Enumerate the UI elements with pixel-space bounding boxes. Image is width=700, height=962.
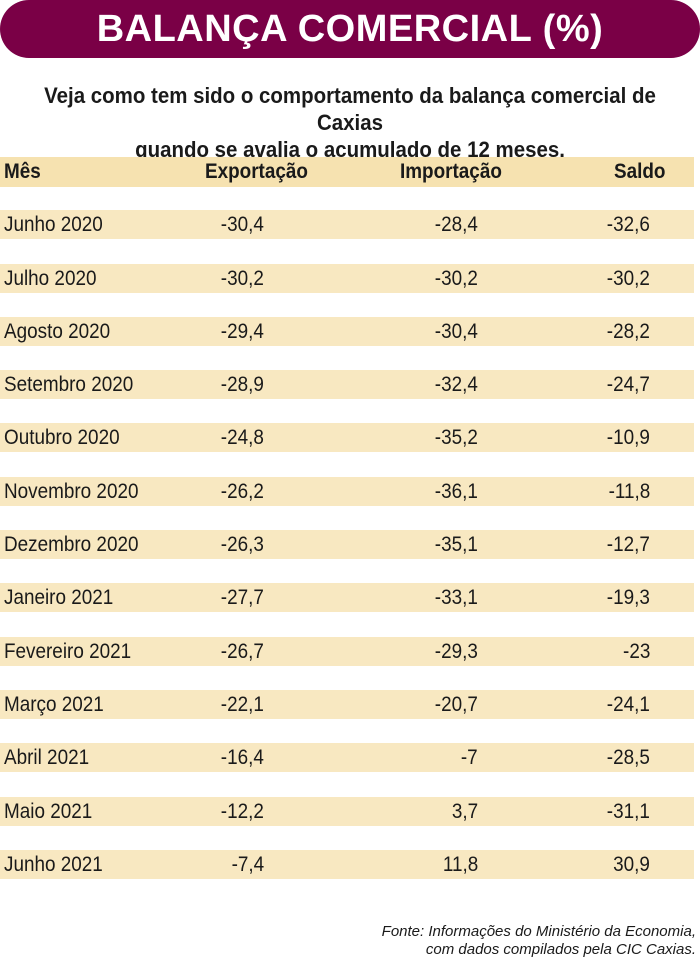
header-band — [0, 157, 694, 187]
cell-saldo: -30,2 — [606, 266, 650, 290]
row-band — [0, 476, 694, 506]
cell-importacao: -28,4 — [434, 213, 478, 237]
cell-mes: Agosto 2020 — [4, 319, 111, 343]
row-band — [0, 263, 694, 293]
table-row: Setembro 2020 -28,9 -32,4 -24,7 — [0, 370, 700, 423]
subtitle-line-1: Veja como tem sido o comportamento da ba… — [44, 83, 656, 135]
cell-saldo: -12,7 — [606, 533, 650, 557]
cell-mes: Dezembro 2020 — [4, 533, 139, 557]
cell-saldo: -19,3 — [606, 586, 650, 610]
cell-saldo: -28,5 — [606, 746, 650, 770]
cell-mes: Julho 2020 — [4, 266, 97, 290]
table-row: Março 2021 -22,1 -20,7 -24,1 — [0, 689, 700, 743]
table-row: Julho 2020 -30,2 -30,2 -30,2 — [0, 263, 700, 317]
cell-exportacao: -30,2 — [220, 266, 264, 290]
cell-importacao: 3,7 — [451, 799, 478, 823]
cell-importacao: -36,1 — [434, 479, 478, 503]
row-band — [0, 370, 694, 400]
cell-importacao: -35,1 — [434, 533, 478, 557]
cell-importacao: -35,2 — [434, 426, 478, 450]
row-band — [0, 743, 694, 773]
cell-saldo: -24,1 — [606, 692, 650, 716]
cell-exportacao: -12,2 — [220, 799, 264, 823]
header-exportacao: Exportação — [205, 160, 308, 183]
table-row: Dezembro 2020 -26,3 -35,1 -12,7 — [0, 530, 700, 583]
table-row: Abril 2021 -16,4 -7 -28,5 — [0, 743, 700, 796]
cell-mes: Junho 2021 — [4, 852, 103, 876]
cell-mes: Maio 2021 — [4, 799, 93, 823]
cell-saldo: -32,6 — [606, 213, 650, 237]
cell-exportacao: -26,7 — [220, 639, 264, 663]
table-row: Janeiro 2021 -27,7 -33,1 -19,3 — [0, 583, 700, 636]
cell-exportacao: -27,7 — [220, 586, 264, 610]
cell-mes: Junho 2020 — [4, 213, 103, 237]
cell-saldo: -10,9 — [606, 426, 650, 450]
table-row: Agosto 2020 -29,4 -30,4 -28,2 — [0, 316, 700, 370]
cell-exportacao: -30,4 — [220, 213, 264, 237]
cell-saldo: -24,7 — [606, 373, 650, 397]
cell-importacao: 11,8 — [442, 852, 478, 876]
table-header: Mês Exportação Importação Saldo — [0, 157, 700, 210]
trade-balance-table: Mês Exportação Importação Saldo Junho 20… — [0, 157, 700, 903]
source-note: Fonte: Informações do Ministério da Econ… — [382, 923, 696, 959]
header-mes: Mês — [4, 160, 41, 183]
row-band — [0, 849, 694, 879]
cell-saldo: 30,9 — [613, 852, 650, 876]
cell-importacao: -29,3 — [434, 639, 478, 663]
table-row: Maio 2021 -12,2 3,7 -31,1 — [0, 796, 700, 850]
cell-exportacao: -22,1 — [220, 692, 264, 716]
cell-importacao: -33,1 — [434, 586, 478, 610]
cell-importacao: -32,4 — [434, 373, 478, 397]
table-row: Junho 2020 -30,4 -28,4 -32,6 — [0, 210, 700, 263]
cell-mes: Outubro 2020 — [4, 426, 120, 450]
row-band — [0, 636, 694, 666]
cell-mes: Março 2021 — [4, 692, 104, 716]
page-title: BALANÇA COMERCIAL (%) — [96, 7, 604, 50]
subtitle: Veja como tem sido o comportamento da ba… — [25, 82, 676, 163]
row-band — [0, 423, 694, 453]
cell-exportacao: -26,2 — [220, 479, 264, 503]
cell-importacao: -30,2 — [434, 266, 478, 290]
row-band — [0, 796, 694, 826]
cell-importacao: -30,4 — [434, 319, 478, 343]
header-saldo: Saldo — [614, 160, 666, 183]
row-band — [0, 316, 694, 346]
row-band — [0, 530, 694, 560]
source-line-2: com dados compilados pela CIC Caxias. — [425, 941, 696, 958]
cell-importacao: -7 — [461, 746, 478, 770]
cell-exportacao: -28,9 — [220, 373, 264, 397]
row-band — [0, 689, 694, 719]
cell-mes: Novembro 2020 — [4, 479, 139, 503]
cell-mes: Setembro 2020 — [4, 373, 134, 397]
cell-mes: Janeiro 2021 — [4, 586, 114, 610]
row-band — [0, 583, 694, 613]
cell-saldo: -28,2 — [606, 319, 650, 343]
cell-exportacao: -24,8 — [220, 426, 264, 450]
cell-mes: Fevereiro 2021 — [4, 639, 132, 663]
source-line-1: Fonte: Informações do Ministério da Econ… — [381, 923, 696, 940]
table-row: Novembro 2020 -26,2 -36,1 -11,8 — [0, 476, 700, 530]
cell-exportacao: -16,4 — [220, 746, 264, 770]
table-row: Junho 2021 -7,4 11,8 30,9 — [0, 849, 700, 903]
cell-saldo: -11,8 — [608, 479, 650, 503]
cell-mes: Abril 2021 — [4, 746, 90, 770]
table-row: Outubro 2020 -24,8 -35,2 -10,9 — [0, 423, 700, 476]
cell-saldo: -31,1 — [606, 799, 650, 823]
cell-saldo: -23 — [622, 639, 650, 663]
cell-exportacao: -29,4 — [220, 319, 264, 343]
title-banner: BALANÇA COMERCIAL (%) — [0, 0, 700, 58]
row-band — [0, 210, 694, 240]
cell-exportacao: -7,4 — [231, 852, 264, 876]
header-importacao: Importação — [400, 160, 502, 183]
cell-importacao: -20,7 — [434, 692, 478, 716]
cell-exportacao: -26,3 — [220, 533, 264, 557]
table-row: Fevereiro 2021 -26,7 -29,3 -23 — [0, 636, 700, 690]
